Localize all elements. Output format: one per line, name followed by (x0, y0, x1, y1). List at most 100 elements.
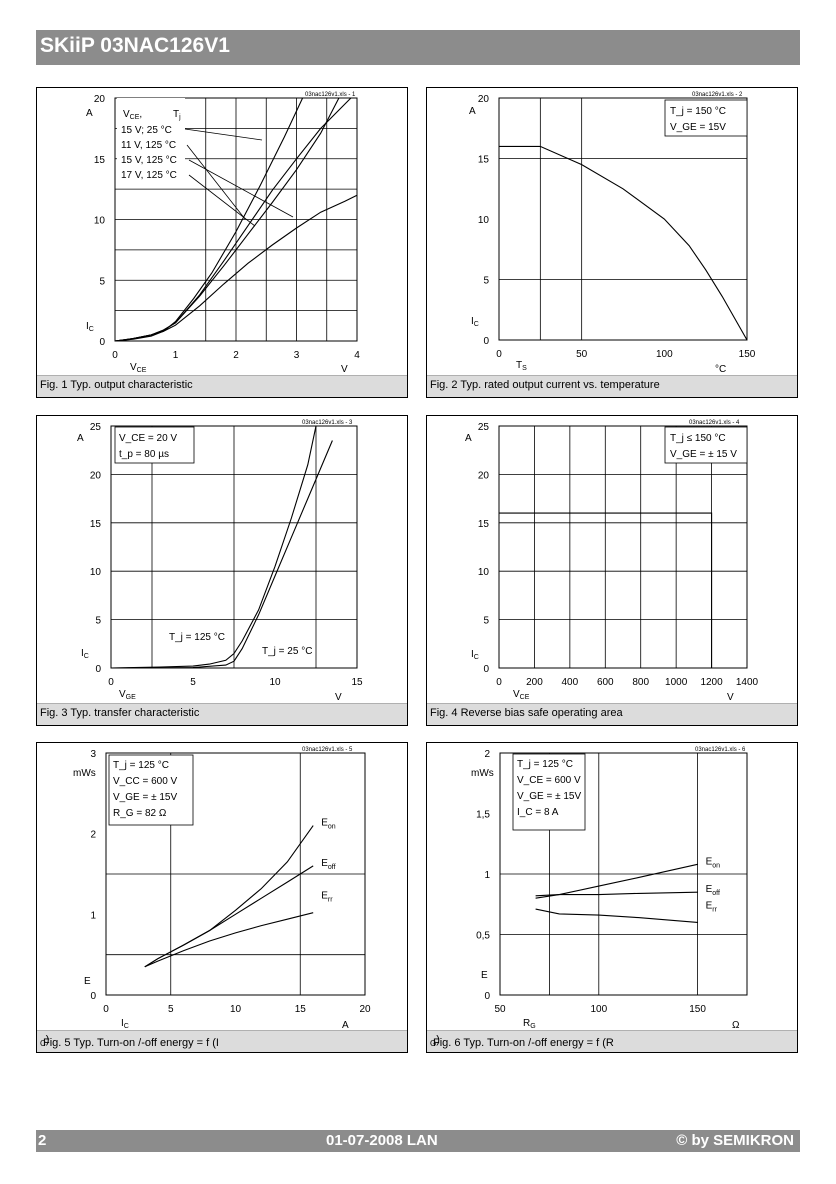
y-unit: A (465, 433, 472, 444)
figure-3: 0 5 10 15 0 5 10 15 20 25 03nac126v1.xls - 3 V_CE… (36, 415, 408, 726)
source-file-label: 03nac126v1.xls - 5 (302, 747, 353, 753)
legend-box (664, 426, 748, 464)
y-unit: mWs (471, 768, 494, 779)
caption-sub: C (40, 1039, 46, 1049)
legend-item: 11 V, 125 °C (121, 140, 176, 151)
x-tick-label: 1 (173, 350, 179, 361)
caption-text: Fig. 5 Typ. Turn-on /-off energy = f (I C… (40, 1034, 219, 1049)
series-label-subscript: on (328, 824, 336, 831)
y-tick-label: 1 (484, 870, 490, 881)
legend-item: T_j = 150 °C (670, 106, 726, 117)
x-unit: Ω (732, 1020, 740, 1030)
x-tick-label: 3 (294, 350, 300, 361)
x-axis-label: TS (516, 360, 527, 372)
figure-4: 0 200 400 600 800 1000 1200 1400 0 5 10 15 20 25 03na… (426, 415, 798, 726)
y-axis-label: IC (81, 648, 89, 660)
legend-box (117, 98, 185, 178)
x-axis-label: VCE (513, 689, 530, 701)
caption-sub: G (430, 1039, 437, 1049)
plot-frame (498, 97, 748, 341)
legend-item: V_GE = ± 15V (113, 792, 177, 803)
y-tick-label: 0 (99, 337, 105, 348)
series-line (535, 908, 698, 923)
y-axis-label: IC (471, 316, 479, 328)
legend-item: 17 V, 125 °C (121, 170, 177, 181)
x-unit: A (342, 1020, 349, 1030)
legend-item: V_GE = ± 15V (517, 791, 581, 802)
legend-item: t_p = 80 µs (119, 449, 169, 460)
legend-item: T_j ≤ 150 °C (670, 433, 726, 444)
x-tick-label: 1200 (700, 677, 723, 688)
legend-leader (188, 159, 294, 218)
legend-box (512, 753, 586, 831)
figure-caption: Fig. 4 Reverse bias safe operating area (427, 703, 797, 725)
legend-leader (184, 128, 263, 141)
x-tick-label: 0 (103, 1004, 109, 1015)
series-label: Err (321, 891, 333, 904)
legend-item: V_GE = ± 15 V (670, 449, 737, 460)
x-tick-label: 600 (597, 677, 614, 688)
legend-item: 15 V, 125 °C (121, 155, 177, 166)
series-line (535, 891, 698, 897)
y-axis-label: IC (471, 649, 479, 661)
y-tick-label: 15 (478, 519, 490, 530)
y-tick-label: 15 (90, 519, 102, 530)
footer-copyright: © by SEMIKRON (676, 1132, 794, 1149)
series-label-subscript: rr (712, 906, 717, 913)
source-file-label: 03nac126v1.xls - 1 (305, 92, 356, 98)
x-tick-label: 50 (494, 1004, 506, 1015)
figure-caption: Fig. 2 Typ. rated output current vs. tem… (427, 375, 797, 397)
curve-annotation: T_j = 125 °C (169, 632, 225, 643)
figure-2: 0 50 100 150 0 5 10 15 20 03nac126v1.xls - 2 T_j… (426, 87, 798, 398)
y-tick-label: 15 (94, 155, 106, 166)
x-tick-label: 10 (269, 677, 281, 688)
y-tick-label: 1 (90, 910, 96, 921)
y-tick-label: 0 (484, 991, 490, 1002)
figure-1: 0 1 2 3 4 0 5 10 15 20 03nac126v1.xls - 1 VCE, Tj… (36, 87, 408, 398)
figure-6: 50 100 150 0 0,5 1 1,5 2 Eon Eoff Err 03nac126v1.x… (426, 742, 798, 1053)
series-line (110, 440, 333, 669)
series-label-subscript: rr (328, 897, 333, 904)
series-line (110, 425, 317, 669)
legend-item: V_CE = 600 V (517, 775, 581, 786)
x-tick-label: 5 (168, 1004, 174, 1015)
x-unit: V (341, 364, 348, 375)
y-tick-label: 5 (483, 616, 489, 627)
x-axis-label: VGE (119, 689, 136, 701)
series-line (499, 145, 748, 341)
footer-date: 01-07-2008 LAN (326, 1132, 438, 1149)
series-line (144, 825, 314, 968)
x-tick-label: 150 (689, 1004, 706, 1015)
chart-3: 0 5 10 15 0 5 10 15 20 25 03nac126v1.xls - 3 V_CE… (77, 420, 363, 703)
series-line (114, 97, 352, 342)
series-line (535, 863, 698, 899)
series-label: Eon (706, 856, 721, 869)
y-tick-label: 5 (99, 276, 105, 287)
y-tick-label: 1,5 (476, 810, 490, 821)
page-header: SKiiP 03NAC126V1 (36, 30, 800, 65)
x-tick-label: 5 (190, 677, 196, 688)
x-tick-label: 1000 (665, 677, 688, 688)
y-tick-label: 10 (478, 215, 490, 226)
y-unit: mWs (73, 768, 96, 779)
x-tick-label: 2 (233, 350, 239, 361)
y-unit: A (77, 433, 84, 444)
legend-leader (188, 174, 256, 227)
x-tick-label: 400 (562, 677, 579, 688)
chart-5: 0 5 10 15 20 0 1 2 3 Eon Eoff Err 03nac126v1.xls - … (73, 747, 371, 1030)
x-tick-label: 4 (354, 350, 360, 361)
legend-item: I_C = 8 A (517, 807, 559, 818)
y-axis-label: E (481, 970, 488, 981)
source-file-label: 03nac126v1.xls - 6 (695, 747, 746, 753)
plot-frame (498, 425, 748, 669)
legend-item: V_CC = 600 V (113, 776, 178, 787)
legend-box (108, 754, 194, 826)
caption-text: Fig. 6 Typ. Turn-on /-off energy = f (R G… (430, 1034, 614, 1049)
y-tick-label: 10 (94, 216, 106, 227)
x-tick-label: 0 (496, 677, 502, 688)
x-axis-label: IC (121, 1018, 129, 1030)
source-file-label: 03nac126v1.xls - 4 (689, 420, 740, 426)
y-tick-label: 3 (90, 749, 96, 760)
figure-caption: Fig. 3 Typ. transfer characteristic (37, 703, 407, 725)
